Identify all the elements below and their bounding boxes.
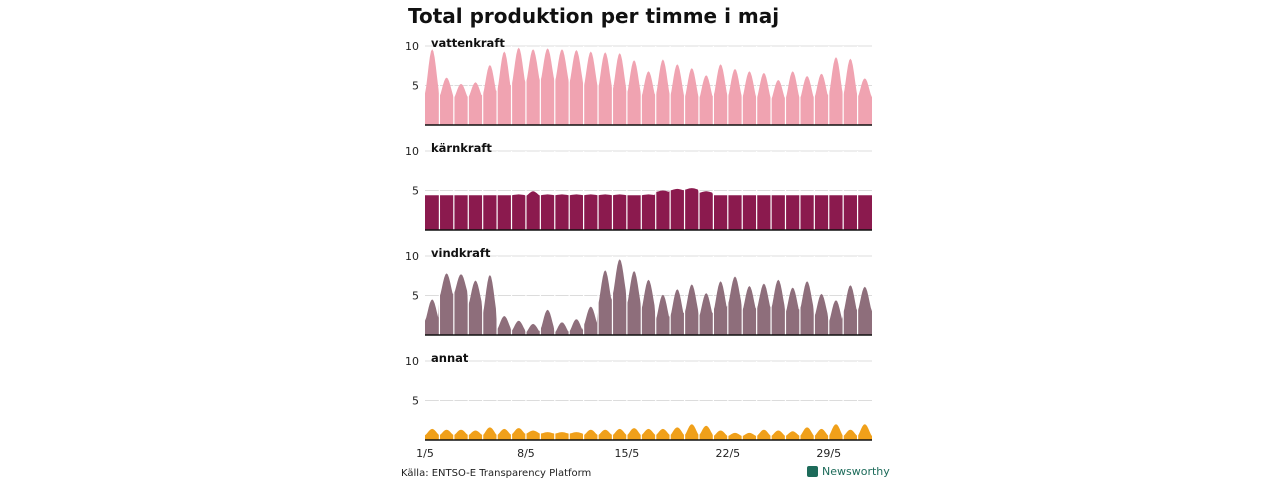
series-label-vindkraft: vindkraft — [431, 246, 491, 260]
panel-annat: 5 10 annat — [405, 351, 872, 441]
series-label-kärnkraft: kärnkraft — [431, 141, 492, 155]
source-note: Källa: ENTSO-E Transparency Platform — [401, 468, 591, 479]
x-tick-label: 15/5 — [615, 447, 640, 460]
panel-vattenkraft: 5 10 vattenkraft — [405, 36, 872, 126]
y-tick-label: 5 — [412, 395, 419, 408]
x-tick-label: 29/5 — [816, 447, 841, 460]
y-tick-label: 5 — [412, 80, 419, 93]
panel-kärnkraft: 5 10 kärnkraft — [405, 141, 872, 231]
x-tick-label: 1/5 — [416, 447, 434, 460]
chart-panels: 5 10 vattenkraft 5 10 kärnkraft 5 10 vindkraft 5 1… — [405, 36, 872, 441]
panel-vindkraft: 5 10 vindkraft — [405, 246, 872, 336]
area-vattenkraft — [425, 47, 872, 125]
series-label-annat: annat — [431, 351, 469, 365]
newsworthy-logo-icon — [807, 466, 818, 477]
x-axis: 1/5 8/5 15/5 22/5 29/5 — [416, 447, 841, 460]
y-tick-label: 10 — [405, 40, 419, 53]
y-tick-label: 10 — [405, 145, 419, 158]
newsworthy-logo: Newsworthy — [807, 465, 890, 478]
y-tick-label: 10 — [405, 355, 419, 368]
x-tick-label: 8/5 — [517, 447, 535, 460]
y-tick-label: 5 — [412, 185, 419, 198]
y-tick-label: 10 — [405, 250, 419, 263]
newsworthy-logo-text: Newsworthy — [822, 465, 890, 478]
area-annat — [425, 424, 872, 440]
area-vindkraft — [425, 259, 872, 335]
chart-title: Total produktion per timme i maj — [408, 4, 779, 28]
series-label-vattenkraft: vattenkraft — [431, 36, 505, 50]
x-tick-label: 22/5 — [715, 447, 740, 460]
y-tick-label: 5 — [412, 290, 419, 303]
area-kärnkraft — [425, 188, 872, 230]
